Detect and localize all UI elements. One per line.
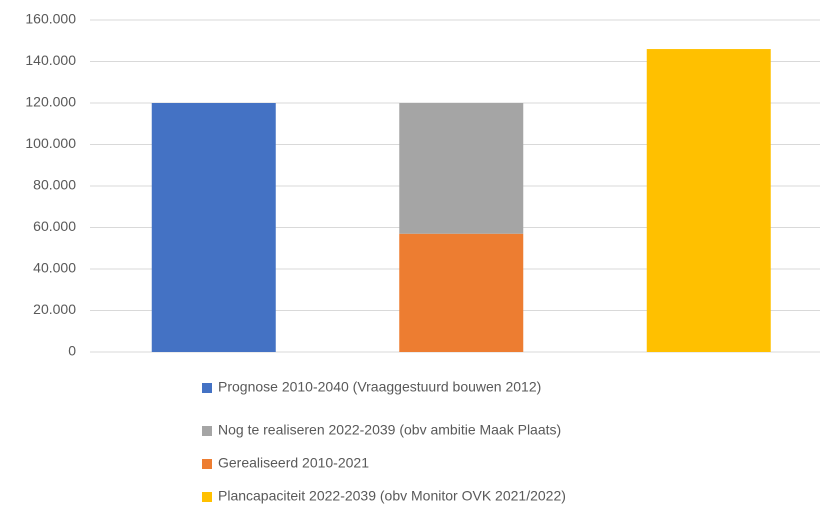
- legend-label: Gerealiseerd 2010-2021: [218, 455, 369, 471]
- legend-swatch: [202, 426, 212, 436]
- y-tick-label: 20.000: [33, 301, 76, 317]
- y-tick-label: 160.000: [25, 11, 76, 27]
- bar-segment: [399, 103, 524, 234]
- legend-label: Nog te realiseren 2022-2039 (obv ambitie…: [218, 422, 561, 438]
- legend-label: Plancapaciteit 2022-2039 (obv Monitor OV…: [218, 488, 566, 504]
- y-tick-label: 100.000: [25, 135, 76, 151]
- y-tick-label: 0: [68, 343, 76, 359]
- legend-swatch: [202, 459, 212, 469]
- bar-segment: [646, 49, 771, 353]
- y-tick-label: 60.000: [33, 218, 76, 234]
- y-tick-label: 40.000: [33, 260, 76, 276]
- y-tick-label: 140.000: [25, 52, 76, 68]
- bar-segment: [151, 103, 276, 352]
- bar-segment: [399, 233, 524, 352]
- legend-label: Prognose 2010-2040 (Vraaggestuurd bouwen…: [218, 379, 541, 395]
- legend-swatch: [202, 492, 212, 502]
- y-tick-label: 120.000: [25, 94, 76, 110]
- legend-swatch: [202, 383, 212, 393]
- y-tick-label: 80.000: [33, 177, 76, 193]
